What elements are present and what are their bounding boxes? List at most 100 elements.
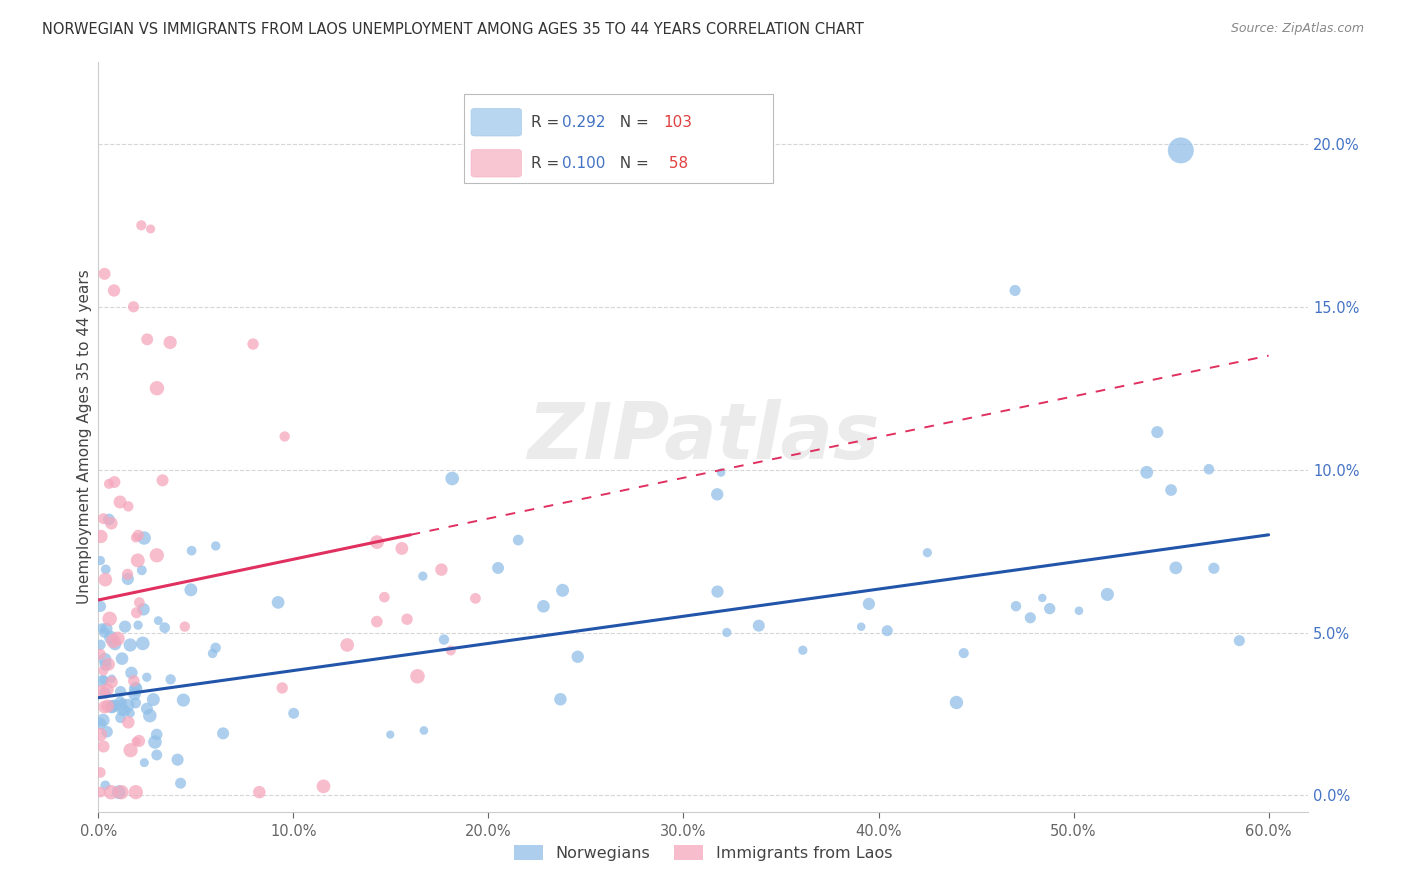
Point [89, 647, 111, 661]
Point [486, 561, 509, 575]
Point [1136, 466, 1159, 480]
Point [110, 711, 132, 725]
Text: 0.292: 0.292 [562, 115, 606, 129]
Point [166, 753, 188, 767]
Point [108, 495, 131, 509]
Point [1202, 561, 1225, 575]
Point [101, 699, 124, 714]
Point [851, 620, 873, 634]
Point [396, 612, 419, 626]
Point [312, 780, 335, 794]
Point [128, 596, 150, 610]
Point [169, 776, 191, 790]
Point [551, 583, 574, 598]
Point [132, 636, 155, 650]
Point [111, 651, 134, 665]
Point [145, 727, 167, 741]
Point [567, 649, 589, 664]
Point [1097, 587, 1119, 601]
Point [1004, 284, 1026, 298]
Point [1067, 604, 1090, 618]
Point [117, 572, 139, 586]
Point [131, 563, 153, 577]
Point [710, 466, 733, 480]
Point [107, 785, 129, 799]
Point [90, 685, 112, 699]
Point [336, 638, 359, 652]
Point [858, 597, 880, 611]
Point [100, 672, 122, 686]
Point [93, 625, 115, 640]
Point [94, 778, 117, 792]
Point [90, 529, 112, 543]
Point [91, 713, 114, 727]
Point [1170, 144, 1192, 158]
Text: 58: 58 [664, 156, 688, 170]
Point [159, 335, 181, 350]
Point [93, 739, 115, 754]
Point [96, 724, 118, 739]
Point [159, 673, 181, 687]
Point [136, 701, 159, 715]
Point [136, 332, 159, 346]
Point [441, 471, 464, 485]
Point [180, 543, 202, 558]
Point [706, 487, 728, 501]
Point [120, 638, 142, 652]
Point [139, 708, 162, 723]
Point [792, 643, 814, 657]
Point [120, 665, 142, 680]
Point [273, 429, 295, 443]
Point [1039, 601, 1062, 615]
Point [98, 612, 121, 626]
Point [242, 337, 264, 351]
Point [103, 284, 125, 298]
Point [143, 735, 166, 749]
Point [1005, 599, 1028, 614]
Point [110, 785, 132, 799]
Point [125, 681, 148, 695]
Point [267, 595, 290, 609]
Point [172, 693, 194, 707]
Point [127, 553, 149, 567]
Point [430, 563, 453, 577]
Point [127, 618, 149, 632]
Point [131, 219, 153, 233]
Point [876, 624, 898, 638]
Point [117, 698, 139, 713]
Point [89, 716, 111, 731]
Point [1031, 591, 1053, 605]
Legend: Norwegians, Immigrants from Laos: Norwegians, Immigrants from Laos [508, 839, 898, 867]
Point [139, 222, 162, 236]
Point [114, 704, 136, 718]
Point [380, 728, 402, 742]
Point [122, 673, 145, 688]
Point [94, 686, 117, 700]
Point [1164, 561, 1187, 575]
Point [204, 640, 226, 655]
Point [366, 615, 388, 629]
Point [204, 539, 226, 553]
Point [433, 632, 456, 647]
Text: N =: N = [610, 156, 654, 170]
Point [125, 606, 148, 620]
Text: R =: R = [531, 115, 565, 129]
Point [134, 531, 156, 545]
Point [152, 474, 174, 488]
Point [412, 723, 434, 738]
Point [94, 562, 117, 576]
Point [117, 715, 139, 730]
Point [89, 599, 111, 614]
Text: 0.100: 0.100 [562, 156, 606, 170]
Point [125, 785, 148, 799]
Point [94, 652, 117, 666]
Point [89, 785, 111, 799]
Point [142, 692, 165, 706]
Point [180, 582, 202, 597]
Point [124, 696, 146, 710]
Point [107, 632, 129, 646]
Text: R =: R = [531, 156, 565, 170]
Point [91, 621, 114, 635]
Point [134, 756, 156, 770]
Point [93, 673, 115, 687]
